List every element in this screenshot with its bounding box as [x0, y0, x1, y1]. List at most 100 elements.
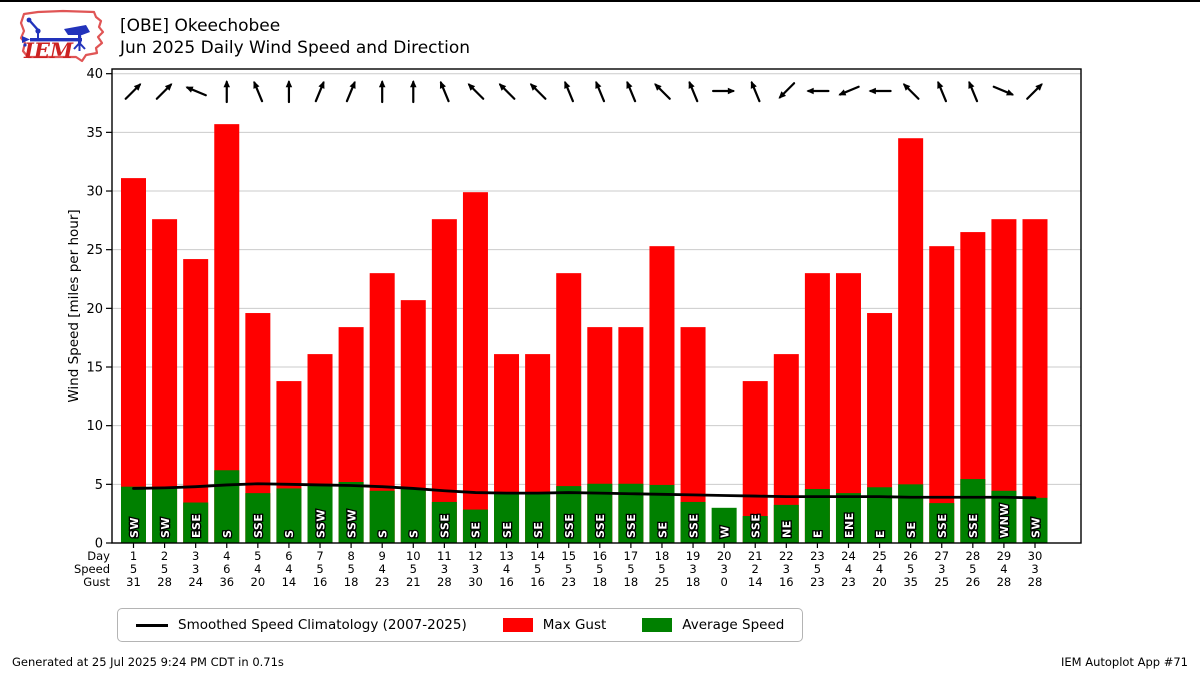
svg-text:35: 35	[86, 126, 103, 141]
svg-text:0: 0	[95, 537, 103, 552]
svg-text:18: 18	[344, 575, 359, 589]
svg-text:15: 15	[86, 361, 103, 376]
svg-text:18: 18	[592, 575, 607, 589]
svg-text:WNW: WNW	[998, 503, 1011, 538]
svg-text:21: 21	[748, 549, 763, 563]
svg-text:5: 5	[410, 562, 417, 576]
svg-text:ESE: ESE	[190, 514, 203, 538]
direction-labels: SW SW ESE S SSE S SSW SSW S S SSE SE SE SE SSE SSE SSE SE…	[127, 502, 1044, 540]
svg-text:5: 5	[565, 562, 572, 576]
svg-text:5: 5	[969, 562, 976, 576]
svg-text:3: 3	[689, 562, 696, 576]
legend-label-avg-speed: Average Speed	[682, 617, 785, 633]
svg-text:18: 18	[624, 575, 639, 589]
svg-text:23: 23	[841, 575, 856, 589]
svg-text:7: 7	[316, 549, 323, 563]
svg-text:25: 25	[655, 575, 670, 589]
svg-text:NE: NE	[781, 520, 794, 538]
svg-text:S: S	[221, 530, 234, 538]
svg-text:5: 5	[161, 562, 168, 576]
svg-text:1: 1	[130, 549, 137, 563]
svg-text:24: 24	[841, 549, 856, 563]
average-speed-swatch	[642, 618, 673, 632]
y-axis-label: Wind Speed [miles per hour]	[66, 209, 82, 402]
svg-text:5: 5	[534, 562, 541, 576]
svg-text:5: 5	[347, 562, 354, 576]
svg-text:28: 28	[966, 549, 981, 563]
svg-text:4: 4	[379, 562, 386, 576]
svg-text:18: 18	[686, 575, 701, 589]
svg-text:25: 25	[872, 549, 887, 563]
svg-text:5: 5	[130, 562, 137, 576]
svg-text:3: 3	[938, 562, 945, 576]
svg-text:15: 15	[561, 549, 576, 563]
svg-text:28: 28	[997, 575, 1012, 589]
svg-text:E: E	[812, 530, 825, 538]
svg-text:4: 4	[503, 562, 510, 576]
climatology-line-layer	[132, 482, 1037, 500]
legend: Smoothed Speed Climatology (2007-2025) M…	[117, 608, 804, 642]
svg-text:SSE: SSE	[750, 514, 763, 538]
svg-text:23: 23	[810, 549, 825, 563]
svg-text:0: 0	[720, 575, 727, 589]
svg-text:SSE: SSE	[967, 514, 980, 538]
svg-text:8: 8	[347, 549, 354, 563]
svg-text:3: 3	[472, 562, 479, 576]
svg-text:12: 12	[468, 549, 483, 563]
svg-text:ENE: ENE	[843, 512, 856, 538]
legend-label-climatology: Smoothed Speed Climatology (2007-2025)	[178, 617, 467, 633]
svg-text:5: 5	[95, 478, 103, 493]
svg-text:35: 35	[903, 575, 918, 589]
svg-text:SSW: SSW	[345, 509, 358, 538]
svg-text:11: 11	[437, 549, 452, 563]
svg-text:23: 23	[375, 575, 390, 589]
svg-text:20: 20	[872, 575, 887, 589]
svg-text:20: 20	[717, 549, 732, 563]
svg-text:28: 28	[157, 575, 172, 589]
svg-text:27: 27	[934, 549, 949, 563]
svg-text:3: 3	[441, 562, 448, 576]
svg-text:20: 20	[251, 575, 266, 589]
legend-label-max-gust: Max Gust	[542, 617, 607, 633]
svg-text:20: 20	[86, 302, 103, 317]
svg-text:10: 10	[86, 419, 103, 434]
svg-text:SE: SE	[470, 522, 483, 538]
bar-layer	[121, 124, 1048, 544]
svg-text:36: 36	[219, 575, 234, 589]
svg-text:SSE: SSE	[439, 514, 452, 538]
svg-text:16: 16	[592, 549, 607, 563]
svg-text:5: 5	[907, 562, 914, 576]
svg-text:14: 14	[748, 575, 763, 589]
svg-text:S: S	[283, 530, 296, 538]
svg-text:9: 9	[379, 549, 386, 563]
svg-text:SSW: SSW	[314, 509, 327, 538]
svg-text:5: 5	[596, 562, 603, 576]
svg-text:26: 26	[966, 575, 981, 589]
iem-logo-text: IEM	[23, 38, 74, 63]
title-block: [OBE] Okeechobee Jun 2025 Daily Wind Spe…	[120, 15, 470, 59]
svg-text:Gust: Gust	[83, 575, 110, 589]
svg-text:21: 21	[406, 575, 421, 589]
svg-text:E: E	[874, 530, 887, 538]
svg-text:22: 22	[779, 549, 794, 563]
svg-text:Speed: Speed	[74, 562, 110, 576]
svg-text:40: 40	[86, 67, 103, 82]
svg-text:16: 16	[779, 575, 794, 589]
svg-text:2: 2	[752, 562, 759, 576]
svg-text:SW: SW	[1029, 517, 1042, 538]
svg-text:W: W	[718, 525, 731, 538]
svg-text:19: 19	[686, 549, 701, 563]
svg-text:6: 6	[223, 562, 230, 576]
svg-text:4: 4	[845, 562, 852, 576]
svg-text:4: 4	[285, 562, 292, 576]
svg-text:29: 29	[997, 549, 1012, 563]
legend-item-max-gust: Max Gust	[502, 617, 607, 633]
svg-text:4: 4	[1000, 562, 1007, 576]
svg-text:SE: SE	[532, 522, 545, 538]
svg-text:23: 23	[561, 575, 576, 589]
svg-text:S: S	[376, 530, 389, 538]
svg-text:16: 16	[499, 575, 514, 589]
svg-text:25: 25	[934, 575, 949, 589]
